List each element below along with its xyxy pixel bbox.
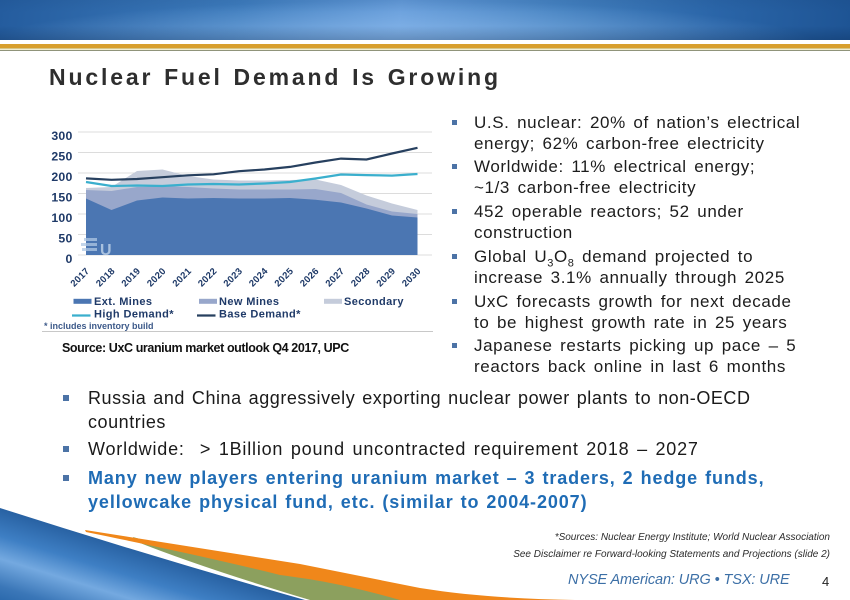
svg-text:* includes inventory build: * includes inventory build [44, 321, 154, 331]
svg-text:2026: 2026 [298, 266, 322, 290]
svg-text:2028: 2028 [349, 266, 373, 290]
svg-text:0: 0 [65, 252, 72, 266]
svg-text:250: 250 [51, 150, 72, 164]
svg-text:300: 300 [51, 129, 72, 143]
svg-text:2019: 2019 [120, 266, 144, 290]
svg-text:Base Demand*: Base Demand* [219, 309, 301, 321]
svg-text:2020: 2020 [145, 266, 169, 290]
svg-text:50: 50 [58, 232, 72, 246]
svg-text:High Demand*: High Demand* [94, 309, 174, 321]
svg-text:2017: 2017 [69, 266, 93, 290]
svg-text:U: U [100, 242, 112, 259]
svg-text:2021: 2021 [171, 266, 195, 290]
svg-text:2030: 2030 [400, 266, 424, 290]
svg-text:Ext. Mines: Ext. Mines [94, 296, 152, 308]
svg-text:New Mines: New Mines [219, 296, 279, 308]
svg-text:2025: 2025 [273, 266, 297, 290]
svg-text:200: 200 [51, 170, 72, 184]
svg-text:2027: 2027 [324, 266, 348, 290]
svg-text:2022: 2022 [196, 266, 220, 290]
svg-text:2023: 2023 [222, 266, 246, 290]
svg-text:2018: 2018 [94, 266, 118, 290]
svg-text:2029: 2029 [375, 266, 399, 290]
svg-text:100: 100 [51, 211, 72, 225]
svg-text:2024: 2024 [247, 266, 271, 290]
svg-text:Secondary: Secondary [344, 296, 404, 308]
svg-text:150: 150 [51, 191, 72, 205]
